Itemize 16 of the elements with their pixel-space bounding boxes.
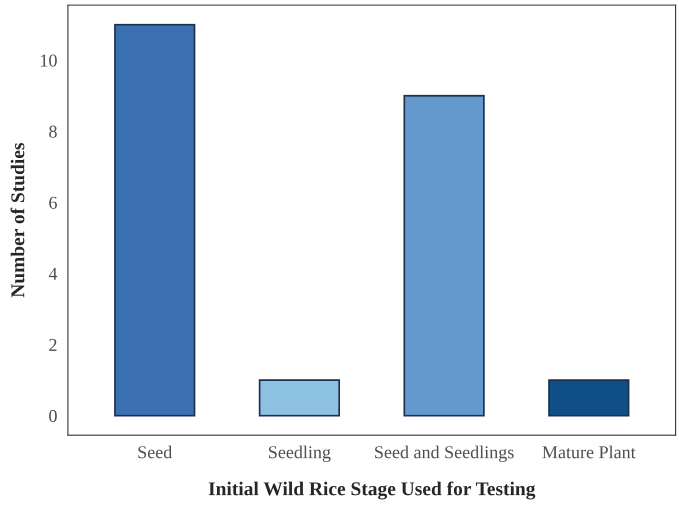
bar xyxy=(403,94,485,416)
bar xyxy=(114,24,196,416)
bar xyxy=(258,379,340,416)
x-tick-label: Seed xyxy=(138,446,172,458)
y-tick-label: 0 xyxy=(49,410,57,422)
y-axis-title: Number of Studies xyxy=(10,143,24,298)
x-tick-label: Seedling xyxy=(269,446,331,462)
y-tick-label: 8 xyxy=(49,126,57,138)
x-axis-title: Initial Wild Rice Stage Used for Testing xyxy=(208,481,536,500)
y-tick-label: 2 xyxy=(49,338,56,351)
bar xyxy=(548,379,630,416)
y-tick-label: 4 xyxy=(48,268,58,280)
x-tick-label: Mature Plant xyxy=(542,446,636,458)
x-tick-label: Seed and Seedlings xyxy=(375,446,514,462)
y-tick-label: 6 xyxy=(49,196,57,209)
y-tick-label: 10 xyxy=(41,54,57,67)
